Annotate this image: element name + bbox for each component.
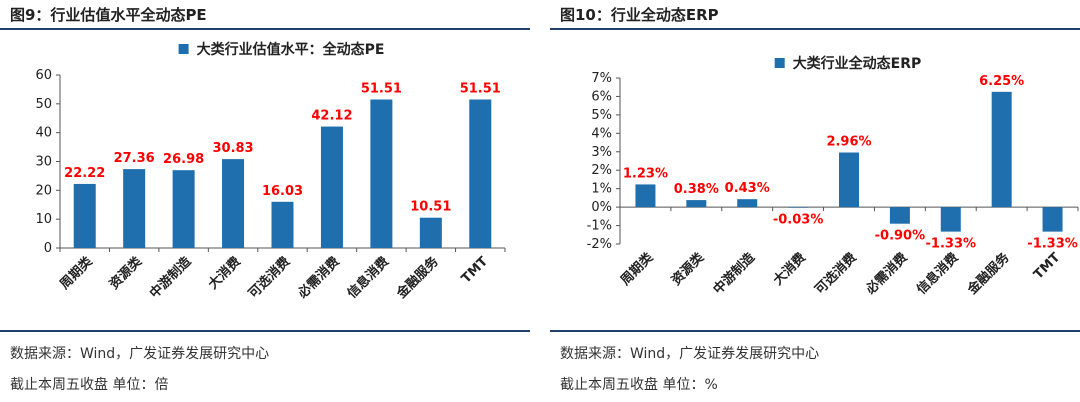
erp-bar-chart: 大类行业全动态ERP -2% -1% 0% 1% 2% 3% 4% 5% 6% 7% 1.23% 0.3… bbox=[587, 55, 1079, 299]
data-label: -0.03% bbox=[773, 213, 824, 228]
x-category-label: 可选消费 bbox=[812, 250, 860, 298]
x-category-label: TMT bbox=[459, 254, 491, 286]
bar bbox=[222, 159, 245, 248]
y-tick-label: 50 bbox=[35, 97, 52, 112]
bar bbox=[123, 169, 146, 248]
bar bbox=[737, 199, 758, 208]
top-rule bbox=[550, 28, 1080, 30]
x-category-label: 大消费 bbox=[205, 254, 244, 293]
data-label: -0.90% bbox=[875, 229, 926, 244]
bar bbox=[788, 207, 809, 208]
x-category-label: 大消费 bbox=[770, 250, 809, 289]
figure-10-title: 图10：行业全动态ERP bbox=[560, 6, 719, 24]
bar bbox=[419, 217, 442, 248]
source-note: 数据来源：Wind，广发证券发展研究中心 bbox=[10, 346, 270, 362]
x-category-label: 资源类 bbox=[106, 253, 146, 293]
bottom-rule bbox=[0, 330, 530, 332]
x-category-label: 金融服务 bbox=[964, 249, 1013, 298]
legend-label: 大类行业全动态ERP bbox=[793, 55, 922, 72]
bar bbox=[1042, 207, 1063, 232]
bar bbox=[73, 183, 96, 248]
x-category-label: 中游制造 bbox=[710, 249, 759, 298]
data-label: 10.51 bbox=[410, 200, 451, 215]
bar bbox=[370, 99, 393, 249]
data-label: 16.03 bbox=[262, 184, 303, 199]
data-label: 0.43% bbox=[725, 181, 770, 196]
data-label: 51.51 bbox=[460, 81, 501, 96]
y-tick-label: 7% bbox=[591, 71, 612, 86]
y-tick-label: 10 bbox=[35, 212, 52, 227]
x-category-label: 周期类 bbox=[617, 249, 657, 289]
x-category-label: 必需消费 bbox=[862, 250, 911, 299]
bar bbox=[469, 99, 492, 249]
data-label: 42.12 bbox=[311, 109, 352, 124]
pe-bar-chart: 大类行业估值水平：全动态PE 0 10 20 30 40 50 60 22.22 27.36 26.… bbox=[35, 41, 506, 303]
bottom-rule bbox=[550, 330, 1080, 332]
y-tick-label: 4% bbox=[591, 126, 612, 141]
y-tick-label: -2% bbox=[587, 237, 612, 252]
y-tick-label: 6% bbox=[591, 89, 612, 104]
right-figure-panel: 图10：行业全动态ERP 大类行业全动态ERP -2% -1% 0% 1% 2% 3% 4% 5… bbox=[550, 0, 1080, 402]
x-category-label: 金融服务 bbox=[393, 253, 442, 302]
data-label: 27.36 bbox=[114, 151, 155, 166]
unit-note: 截止本周五收盘 单位：% bbox=[560, 377, 718, 393]
x-category-label: TMT bbox=[1031, 250, 1063, 282]
data-label: -1.33% bbox=[1027, 237, 1078, 252]
y-tick-label: 5% bbox=[591, 108, 612, 123]
data-label: 6.25% bbox=[979, 74, 1024, 89]
bar bbox=[320, 126, 343, 248]
source-note: 数据来源：Wind，广发证券发展研究中心 bbox=[560, 346, 820, 362]
data-label: 1.23% bbox=[623, 166, 668, 181]
y-tick-label: 3% bbox=[591, 145, 612, 160]
x-category-label: 周期类 bbox=[57, 253, 97, 293]
y-tick-label: 1% bbox=[591, 182, 612, 197]
bar bbox=[839, 152, 859, 208]
x-category-label: 信息消费 bbox=[344, 254, 392, 302]
y-tick-label: 20 bbox=[35, 183, 52, 198]
bar bbox=[940, 207, 961, 232]
y-tick-label: 0 bbox=[44, 241, 52, 256]
legend-swatch bbox=[178, 44, 189, 54]
y-tick-label: 40 bbox=[35, 126, 52, 141]
x-category-label: 中游制造 bbox=[146, 253, 195, 302]
y-tick-label: 60 bbox=[35, 68, 52, 83]
bar bbox=[889, 207, 910, 224]
legend-swatch bbox=[774, 58, 785, 68]
bar bbox=[172, 170, 195, 248]
y-tick-label: 2% bbox=[591, 163, 612, 178]
unit-note: 截止本周五收盘 单位：倍 bbox=[10, 377, 169, 393]
data-label: -1.33% bbox=[926, 237, 977, 252]
data-label: 2.96% bbox=[826, 135, 871, 150]
legend-label: 大类行业估值水平：全动态PE bbox=[197, 41, 385, 58]
bar bbox=[271, 201, 294, 248]
figure-9-title: 图9：行业估值水平全动态PE bbox=[10, 6, 207, 24]
x-category-label: 信息消费 bbox=[914, 250, 962, 298]
data-label: 26.98 bbox=[163, 152, 204, 167]
data-label: 51.51 bbox=[361, 81, 402, 96]
legend: 大类行业全动态ERP bbox=[774, 55, 922, 72]
x-category-label: 可选消费 bbox=[245, 254, 293, 302]
y-tick-label: 30 bbox=[35, 155, 52, 170]
bar bbox=[635, 184, 656, 208]
bar bbox=[686, 200, 707, 208]
y-tick-label: 0% bbox=[591, 200, 612, 215]
y-tick-label: -1% bbox=[587, 219, 612, 234]
bar bbox=[991, 91, 1012, 208]
top-rule bbox=[0, 28, 530, 30]
left-figure-panel: 图9：行业估值水平全动态PE 大类行业估值水平：全动态PE 0 10 20 30 40 50… bbox=[0, 0, 530, 402]
legend: 大类行业估值水平：全动态PE bbox=[178, 41, 385, 58]
data-label: 30.83 bbox=[212, 141, 253, 156]
data-label: 0.38% bbox=[674, 182, 719, 197]
x-category-label: 必需消费 bbox=[294, 254, 343, 303]
x-category-label: 资源类 bbox=[668, 249, 708, 289]
data-label: 22.22 bbox=[64, 166, 105, 181]
